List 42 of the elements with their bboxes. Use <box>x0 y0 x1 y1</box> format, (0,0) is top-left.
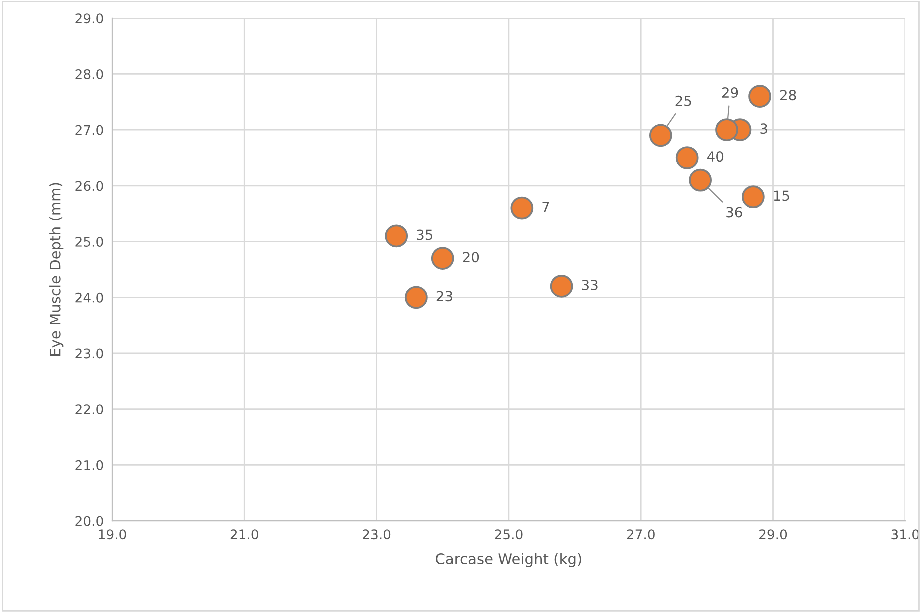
point <box>742 186 765 209</box>
point <box>716 118 738 142</box>
annotation: 15 <box>774 190 790 202</box>
y-tick-label: 23.0 <box>76 348 104 359</box>
point <box>689 168 712 192</box>
point <box>676 146 699 170</box>
y-tick-label: 20.0 <box>76 516 104 526</box>
x-tick-label: 31.0 <box>892 530 920 540</box>
y-tick-label: 21.0 <box>76 460 104 470</box>
annotation: 28 <box>780 90 796 101</box>
y-tick-label: 22.0 <box>76 404 104 415</box>
y-tick-label: 26.0 <box>76 181 104 192</box>
x-tick-label: 27.0 <box>627 530 655 540</box>
point <box>649 124 672 148</box>
point <box>431 247 454 270</box>
annotation: 3 <box>760 124 768 134</box>
x-tick-label: 19.0 <box>99 530 126 540</box>
y-tick-label: 28.0 <box>76 69 104 80</box>
x-tick-label: 21.0 <box>230 530 258 540</box>
annotation: 35 <box>417 230 433 240</box>
x-tick-label: 23.0 <box>363 530 391 540</box>
y-tick-label: 25.0 <box>76 237 104 247</box>
y-tick-label: 27.0 <box>76 125 104 136</box>
annotation: 33 <box>582 280 598 291</box>
point <box>550 275 574 298</box>
annotation: 40 <box>707 152 724 162</box>
annotation: 23 <box>436 291 452 302</box>
annotation: 20 <box>463 252 480 263</box>
y-tick-label: 24.0 <box>76 292 104 303</box>
x-axis-title: Carcase Weight (kg) <box>436 553 582 568</box>
annotation: 36 <box>726 207 742 218</box>
y-axis-title: Eye Muscle Depth (mm) <box>50 183 64 356</box>
annotation: 25 <box>676 96 692 106</box>
point <box>385 224 408 248</box>
annotation: 29 <box>722 88 738 98</box>
point <box>510 196 534 220</box>
x-tick-label: 25.0 <box>495 530 523 540</box>
x-tick-label: 29.0 <box>760 530 788 540</box>
point <box>748 85 772 108</box>
point <box>405 286 428 310</box>
y-tick-label: 29.0 <box>76 14 104 24</box>
annotation: 7 <box>542 202 550 212</box>
